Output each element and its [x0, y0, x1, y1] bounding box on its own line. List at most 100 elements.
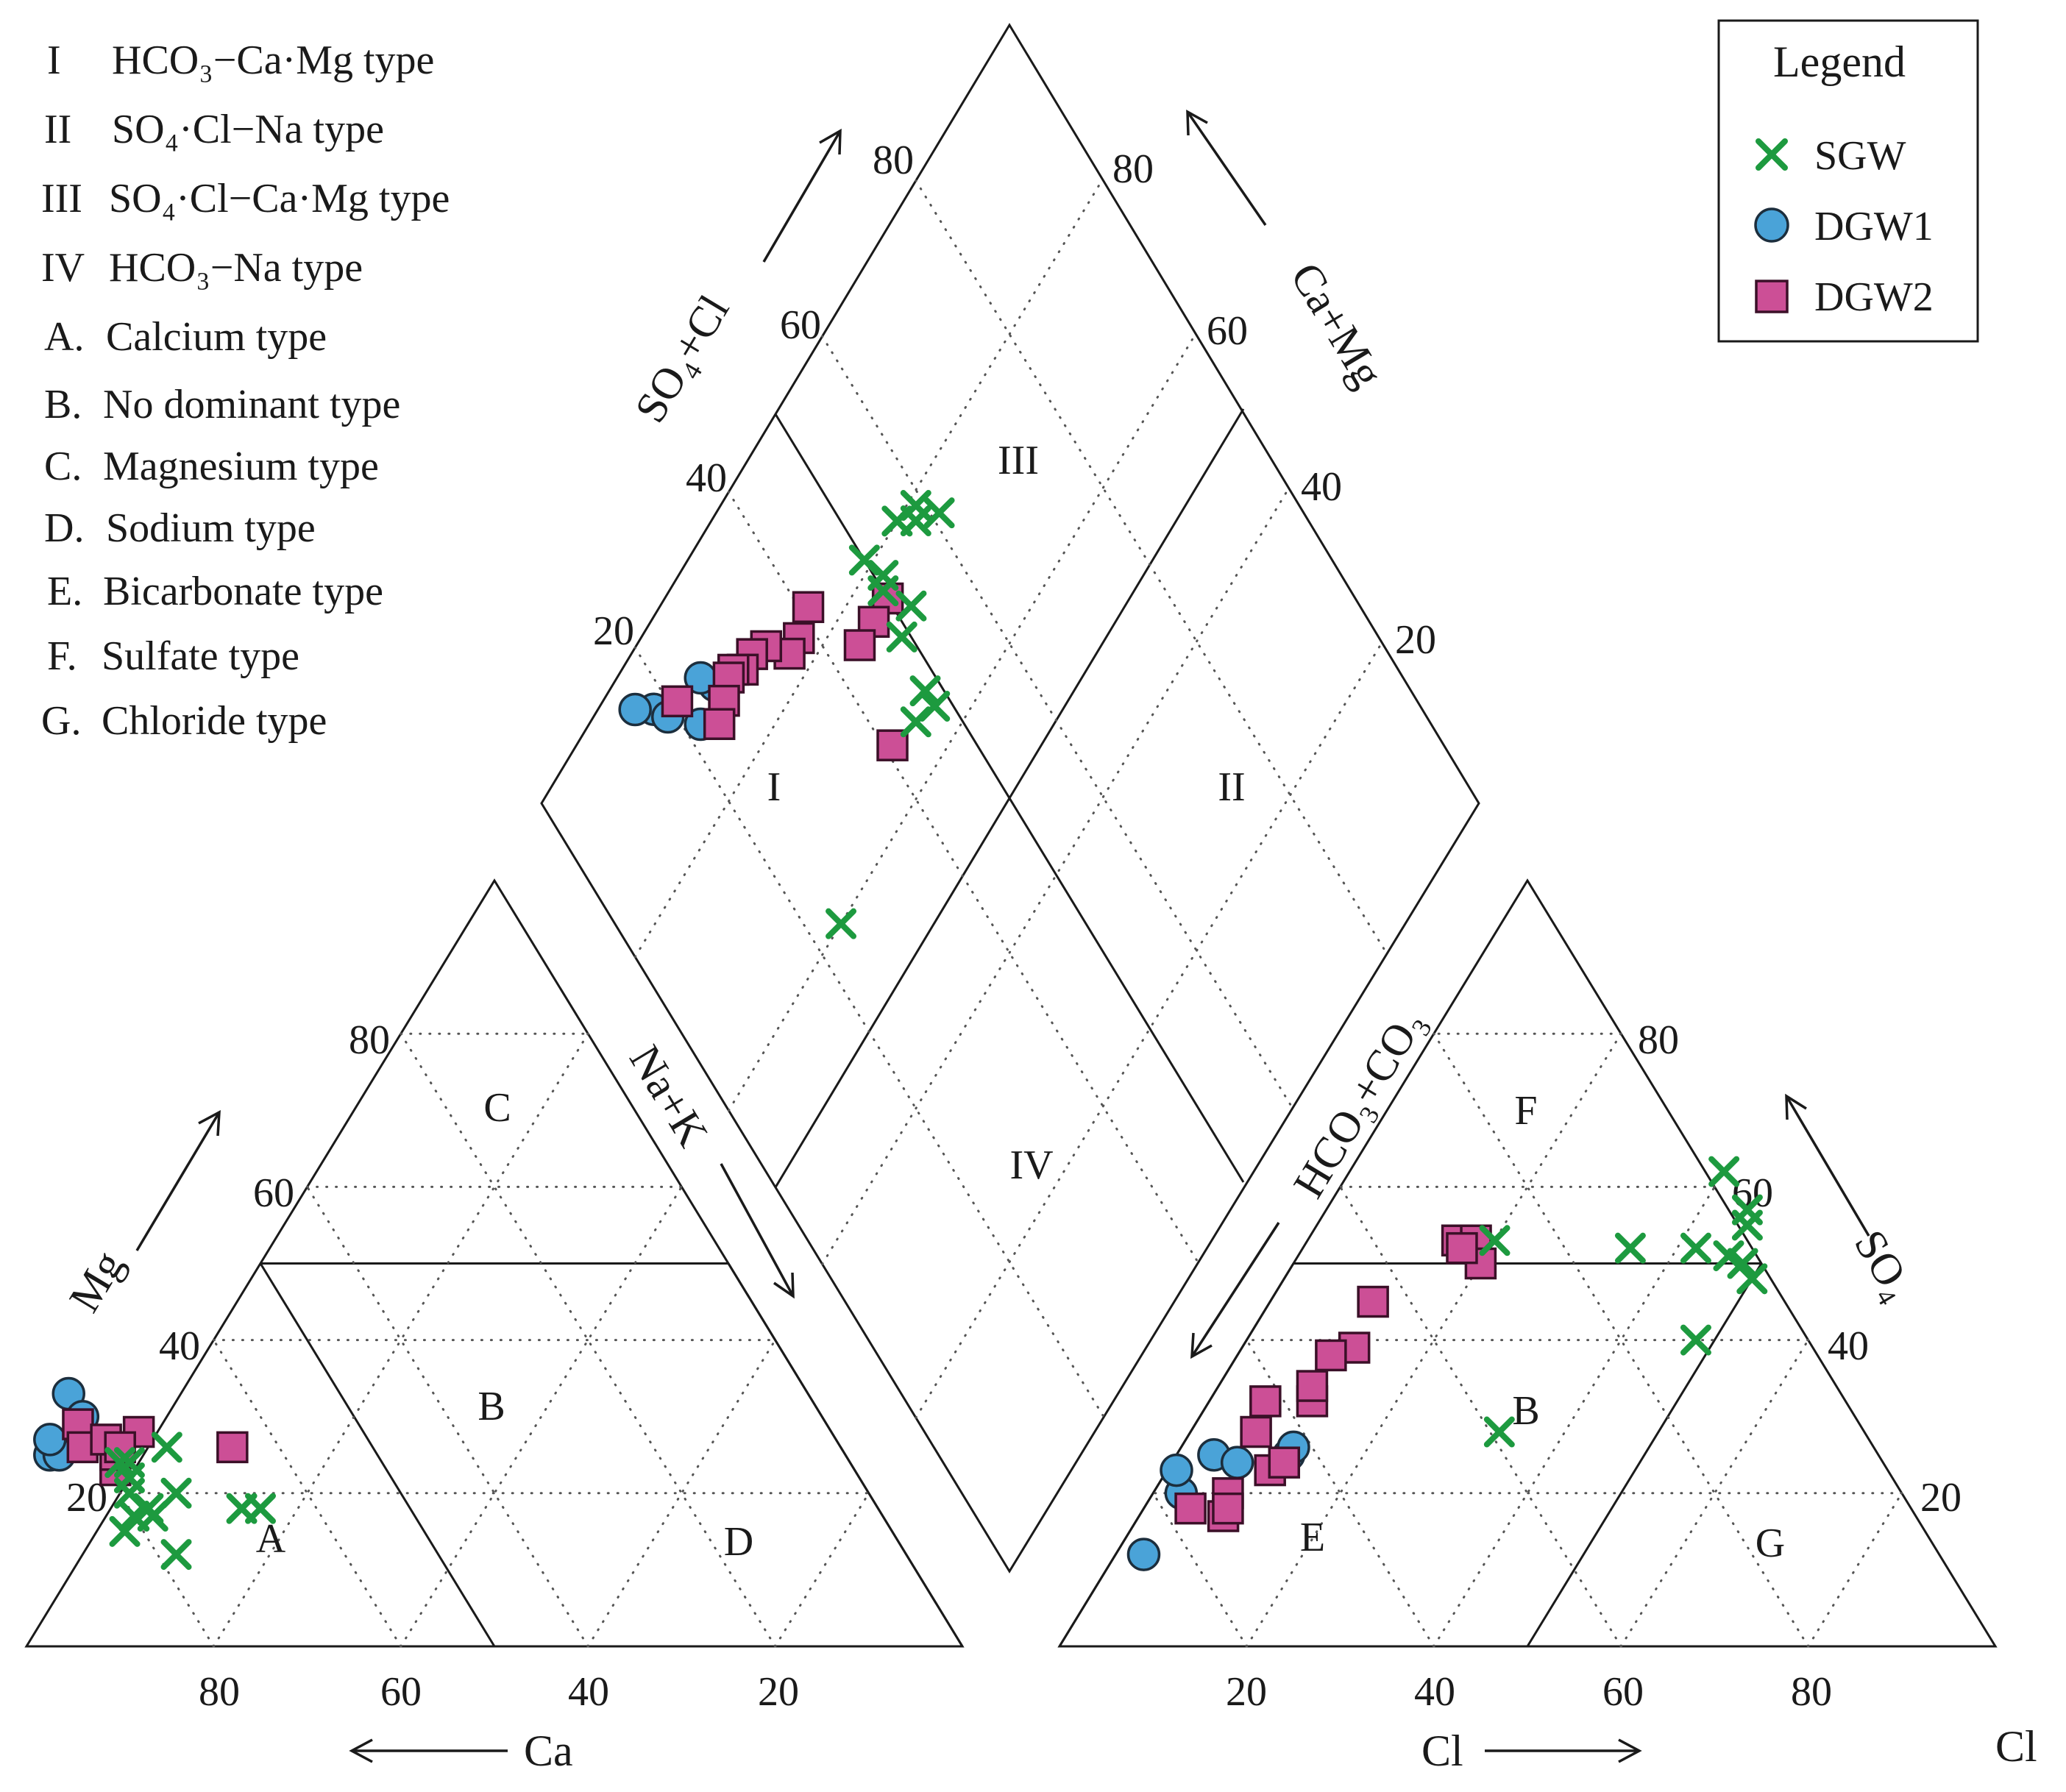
so4cl-tick-60: 60: [780, 302, 821, 348]
diamond-grid-camg-60: [727, 331, 1198, 1112]
cation-grid-ca-40: [306, 1185, 589, 1648]
dgw1-anion-point-4: [1220, 1446, 1254, 1479]
cation-zone-line-ca50: [259, 1262, 496, 1647]
sgw-anion-point-6: [1708, 1156, 1740, 1187]
sgw-cation-point-9: [245, 1493, 276, 1524]
diamond-frame: [540, 23, 1480, 1574]
hco3-arrow: [1190, 1222, 1280, 1359]
axis-arrows: [135, 109, 1870, 1763]
key-item-7: C. Magnesium type: [44, 444, 379, 489]
zone-II: II: [1218, 764, 1245, 810]
legend: Legend SGW DGW1 DGW2: [1717, 19, 1979, 343]
mg-tick-40: 40: [159, 1323, 200, 1369]
so4cl-tick-40: 40: [686, 455, 727, 501]
key-item-1: I HCO₃−Ca·Mg type: [47, 38, 434, 83]
cation-grid-na-40: [400, 1185, 683, 1648]
cation-grid-na-80: [774, 1492, 870, 1648]
anion-grid-cl-80: [1807, 1492, 1903, 1648]
zone-E: E: [1300, 1515, 1325, 1560]
key-item-3: III SO₄·Cl−Ca·Mg type: [41, 176, 450, 221]
sgw-diamond-point-10: [909, 675, 941, 707]
cl-tick-20: 20: [1226, 1669, 1267, 1715]
mg-arrow: [135, 1109, 221, 1251]
sgw-diamond-point-0: [923, 497, 955, 529]
legend-title: Legend: [1773, 38, 1906, 86]
camg-tick-40: 40: [1301, 464, 1342, 510]
cl-arrow: [1485, 1738, 1642, 1763]
so4-tick-20: 20: [1920, 1475, 1962, 1521]
dgw2-anion-point-16: [1212, 1492, 1244, 1525]
legend-dgw1-label: DGW1: [1814, 204, 1934, 249]
dgw2-anion-point-3: [1446, 1231, 1478, 1265]
nak-arrow: [720, 1163, 795, 1299]
dgw2-anion-point-6: [1315, 1339, 1347, 1372]
camg-arrow: [1186, 109, 1267, 226]
so4-arrow: [1785, 1093, 1870, 1237]
dgw2-anion-point-9: [1249, 1385, 1282, 1418]
ca-axis-label: Ca: [524, 1727, 573, 1775]
so4cl-arrow: [762, 128, 842, 263]
cl-corner-label: Cl: [1995, 1722, 2037, 1771]
key-item-9: E. Bicarbonate type: [47, 569, 383, 614]
mg-tick-80: 80: [349, 1017, 390, 1063]
hco3-axis-label: HCO₃+CO₃: [1284, 1000, 1434, 1206]
dgw2-cation-point-7: [216, 1431, 249, 1464]
diamond-zone-line-camg50: [774, 408, 1245, 1188]
sgw-anion-point-3: [1713, 1240, 1744, 1272]
so4cl-tick-20: 20: [593, 608, 634, 654]
so4cl-tick-80: 80: [873, 138, 914, 183]
legend-dgw1-marker: [1754, 207, 1789, 243]
dgw2-anion-point-12: [1268, 1446, 1301, 1479]
diamond-grid-camg-40: [821, 484, 1292, 1265]
sgw-anion-point-0: [1479, 1225, 1511, 1256]
sgw-cation-point-12: [113, 1477, 145, 1509]
sgw-diamond-point-6: [867, 575, 899, 607]
zone-labels: A B C D E B F G I II III IV: [256, 438, 1785, 1566]
legend-sgw-marker: [1756, 138, 1788, 171]
dgw1-anion-point-2: [1160, 1453, 1193, 1487]
cl-axis-label: Cl: [1421, 1727, 1463, 1775]
dgw2-anion-point-8: [1296, 1370, 1329, 1402]
sgw-diamond-point-7: [848, 544, 880, 576]
camg-tick-60: 60: [1207, 308, 1248, 354]
sgw-cation-point-5: [104, 1447, 136, 1479]
so4-tick-80: 80: [1638, 1017, 1679, 1063]
camg-tick-20: 20: [1395, 617, 1436, 663]
sgw-cation-point-7: [151, 1432, 182, 1463]
so4cl-axis-label: SO₄+Cl: [625, 287, 738, 430]
sgw-anion-point-5: [1731, 1194, 1763, 1226]
legend-sgw-label: SGW: [1814, 133, 1906, 179]
so4-tick-40: 40: [1828, 1323, 1869, 1369]
zone-IV: IV: [1009, 1142, 1053, 1188]
ca-tick-20: 20: [758, 1669, 799, 1715]
tick-labels: 80 60 40 20 20 40 60 80 20 40 60 80 20 4…: [66, 138, 1962, 1715]
dgw2-anion-point-10: [1240, 1415, 1272, 1448]
anion-grid-cl-40: [1433, 1185, 1716, 1648]
sgw-diamond-point-11: [900, 706, 931, 738]
sgw-diamond-point-8: [886, 621, 917, 653]
diagram-frames: [24, 23, 1998, 1648]
anion-grid-hco3-40: [1339, 1185, 1622, 1648]
ca-arrow: [349, 1738, 508, 1763]
zone-I: I: [767, 764, 781, 810]
legend-box: [1717, 19, 1979, 343]
key-item-11: G. Chloride type: [41, 698, 327, 744]
sgw-anion-point-10: [1483, 1416, 1515, 1448]
legend-dgw2-marker: [1755, 280, 1789, 313]
diamond-grid-so4cl-20: [633, 646, 1104, 1417]
ca-tick-60: 60: [380, 1669, 422, 1715]
legend-dgw2-label: DGW2: [1814, 274, 1934, 320]
ca-tick-80: 80: [199, 1669, 240, 1715]
key-item-5: A. Calcium type: [44, 314, 327, 360]
so4-axis-label: SO₄: [1845, 1222, 1924, 1309]
sgw-cation-point-3: [160, 1477, 192, 1509]
dgw2-diamond-point-14: [661, 685, 694, 718]
zone-A: A: [256, 1516, 286, 1562]
cation-zone-line-na50: [727, 1262, 964, 1647]
zone-G: G: [1756, 1521, 1785, 1566]
camg-tick-80: 80: [1112, 146, 1154, 192]
zone-D: D: [724, 1519, 753, 1565]
dgw2-diamond-point-2: [843, 629, 876, 661]
anion-grid-hco3-20: [1433, 1032, 1810, 1648]
dgw2-anion-point-4: [1357, 1285, 1389, 1318]
